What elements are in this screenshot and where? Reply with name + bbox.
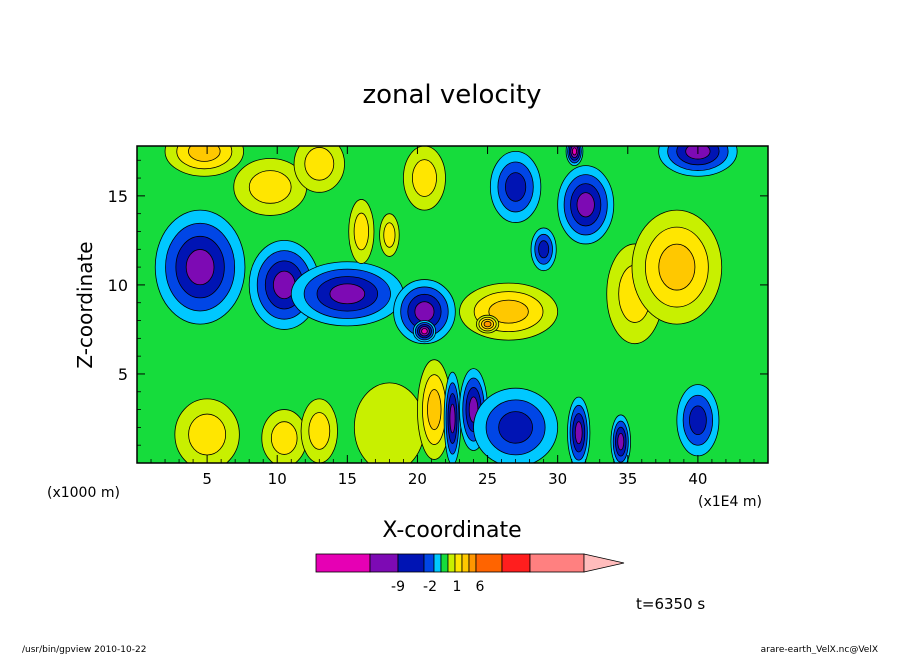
contour-level [538, 240, 550, 259]
y-tick-label: 15 [108, 187, 128, 206]
contour-level [188, 413, 227, 456]
contour-level [248, 170, 292, 204]
contour-blob [174, 398, 240, 463]
footer-left: /usr/bin/gpview 2010-10-22 [22, 645, 146, 654]
plot-area [137, 146, 768, 463]
x-tick-label: 15 [338, 470, 357, 488]
contour-blob [348, 199, 375, 264]
contour-blob [658, 146, 738, 177]
colorbar-tick-label: -2 [423, 579, 437, 595]
contour-level [421, 328, 428, 335]
contour-level [304, 147, 335, 181]
colorbar-bin [369, 553, 399, 573]
contour-blob [676, 384, 720, 457]
x-axis-label: X-coordinate [382, 518, 521, 543]
contour-level [270, 421, 298, 455]
contour-blob [293, 146, 345, 193]
x-tick-label: 40 [688, 470, 707, 488]
colorbar-extend-arrow [583, 553, 625, 573]
x-tick-label: 30 [548, 470, 567, 488]
contour-level [617, 432, 625, 451]
contour-level [427, 389, 442, 431]
x-axis-ticks: 5 10 15 20 25 30 35 40 [150, 146, 755, 488]
contour-level [483, 320, 492, 328]
contour-level [574, 421, 583, 445]
y-tick-label: 10 [108, 276, 128, 295]
contour-level [308, 412, 331, 450]
contour-blob [300, 398, 338, 463]
contour-blob [164, 146, 244, 177]
plot-frame [136, 145, 769, 464]
colorbar-bin [315, 553, 371, 573]
contour-level [498, 411, 533, 444]
contour-blob [557, 165, 615, 245]
contour-blob [567, 396, 591, 463]
contour-blob [565, 146, 584, 166]
contour-level [411, 159, 437, 197]
contour-blob [393, 279, 456, 345]
chart-title: zonal velocity [362, 80, 541, 110]
contour-blob [610, 414, 631, 463]
contour-level [488, 299, 529, 324]
footer-right: arare-earth_VelX.nc@VelX [761, 645, 878, 654]
contour-blob [631, 209, 723, 325]
contour-blob [443, 371, 462, 463]
colorbar-bin [468, 553, 477, 573]
contour-level [576, 192, 595, 218]
contour-blob [473, 387, 559, 463]
contour-blob [290, 261, 404, 327]
x-tick-label: 35 [618, 470, 637, 488]
contour-level [449, 403, 456, 434]
colorbar-bin [423, 553, 435, 573]
colorbar [315, 553, 625, 573]
contour-blob [154, 209, 246, 325]
contour-blob [233, 158, 308, 216]
contour-blob [379, 213, 400, 257]
colorbar-bin [475, 553, 503, 573]
colorbar-bin [529, 553, 585, 573]
contour-blob [530, 227, 557, 272]
contour-level [353, 382, 425, 463]
contour-blob [489, 150, 542, 223]
colorbar-bin [501, 553, 531, 573]
contour-level [505, 172, 527, 202]
contour-blob [459, 282, 559, 341]
colorbar-tick-label: -9 [391, 579, 405, 595]
contour-blob [403, 146, 446, 211]
contour-blob [417, 359, 452, 460]
contour-level [329, 283, 366, 305]
time-label: t=6350 s [636, 595, 705, 613]
y-axis-label: Z-coordinate [73, 241, 97, 368]
contour-level [571, 147, 578, 156]
contour-level [185, 249, 215, 286]
x-axis-unit: (x1E4 m) [698, 494, 762, 510]
contour-blob [353, 382, 425, 463]
contour-level [353, 212, 370, 251]
colorbar-tick-labels: -9 -2 1 6 [391, 579, 485, 595]
contour-level [188, 146, 221, 162]
x-tick-label: 20 [408, 470, 427, 488]
y-axis-ticks: 5 10 15 [108, 159, 768, 446]
colorbar-bin [454, 553, 463, 573]
x-tick-label: 25 [478, 470, 497, 488]
contour-blob [412, 320, 437, 343]
y-tick-label: 5 [118, 365, 128, 384]
x-tick-label: 5 [202, 470, 212, 488]
contour-blob [261, 409, 308, 463]
y-axis-unit: (x1000 m) [47, 485, 120, 501]
colorbar-tick-label: 6 [476, 579, 485, 595]
contour-level [383, 222, 396, 248]
colorbar-bin [440, 553, 449, 573]
colorbar-bin [447, 553, 456, 573]
colorbar-bin [397, 553, 425, 573]
contour-level [689, 405, 707, 436]
x-tick-label: 10 [268, 470, 287, 488]
contour-blob [475, 314, 500, 334]
colorbar-bin [461, 553, 470, 573]
contour-level [414, 301, 435, 322]
contour-level [658, 243, 696, 291]
colorbar-bin [433, 553, 442, 573]
colorbar-tick-label: 1 [453, 579, 462, 595]
